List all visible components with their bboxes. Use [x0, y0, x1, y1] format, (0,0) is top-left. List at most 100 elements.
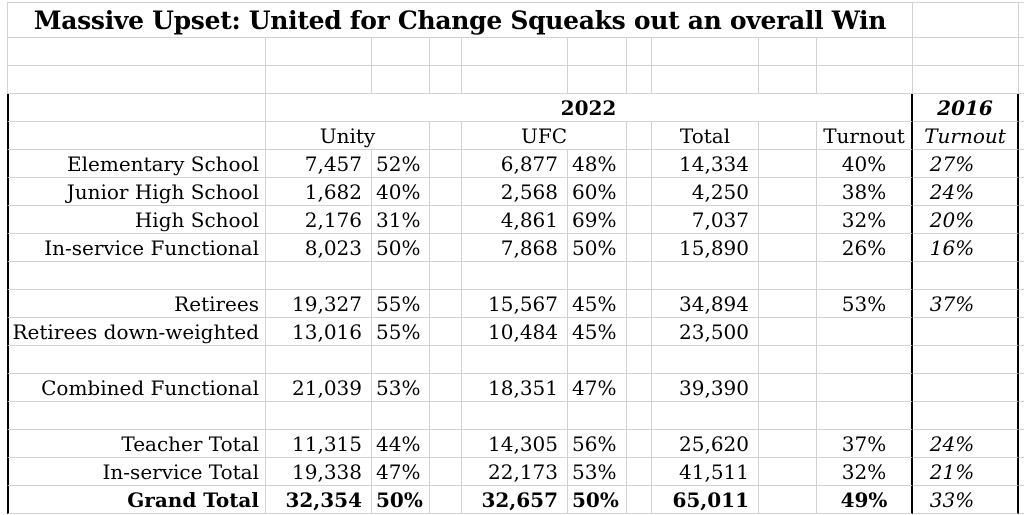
cell-unity-percent[interactable]: 55% — [372, 290, 430, 318]
cell-row-label[interactable] — [7, 402, 266, 430]
cell-unity-count[interactable]: 8,023 — [266, 234, 372, 262]
cell-ufc-count[interactable]: 6,877 — [462, 150, 568, 178]
cell-turnout[interactable] — [817, 402, 913, 430]
cell-spacer[interactable] — [759, 318, 817, 346]
cell-spacer[interactable] — [759, 486, 817, 514]
cell-turnout[interactable]: 37% — [817, 430, 913, 458]
cell-empty[interactable] — [627, 66, 652, 94]
cell-unity-count[interactable]: 2,176 — [266, 206, 372, 234]
cell-turnout-2016[interactable] — [913, 318, 1019, 346]
cell-ufc-count[interactable]: 18,351 — [462, 374, 568, 402]
cell-unity-count[interactable] — [266, 346, 372, 374]
cell-turnout-2016[interactable]: 24% — [913, 430, 1019, 458]
cell-unity-percent[interactable]: 55% — [372, 318, 430, 346]
cell-unity-count[interactable] — [266, 402, 372, 430]
cell-spacer[interactable] — [627, 402, 652, 430]
cell-spacer[interactable] — [759, 430, 817, 458]
cell-ufc-percent[interactable] — [568, 262, 627, 290]
cell-empty[interactable] — [430, 66, 462, 94]
cell-row-label[interactable]: Combined Functional — [7, 374, 266, 402]
cell-turnout-2016[interactable] — [913, 346, 1019, 374]
cell-spacer[interactable] — [627, 150, 652, 178]
header-total[interactable]: Total — [652, 122, 759, 150]
cell-turnout-2016[interactable]: 27% — [913, 150, 1019, 178]
cell-empty[interactable] — [652, 38, 759, 66]
cell-ufc-percent[interactable]: 60% — [568, 178, 627, 206]
cell-ufc-count[interactable] — [462, 402, 568, 430]
cell-spacer[interactable] — [627, 234, 652, 262]
cell-ufc-percent[interactable] — [568, 402, 627, 430]
cell-ufc-percent[interactable] — [568, 346, 627, 374]
cell-total[interactable]: 14,334 — [652, 150, 759, 178]
cell-spacer[interactable] — [627, 374, 652, 402]
cell-unity-count[interactable]: 11,315 — [266, 430, 372, 458]
cell-unity-percent[interactable]: 50% — [372, 486, 430, 514]
cell-empty[interactable] — [627, 38, 652, 66]
cell-total[interactable]: 65,011 — [652, 486, 759, 514]
cell-row-label[interactable]: In-service Total — [7, 458, 266, 486]
cell-total[interactable]: 41,511 — [652, 458, 759, 486]
cell-spacer[interactable] — [759, 374, 817, 402]
cell-row-label[interactable] — [7, 346, 266, 374]
cell-row-label[interactable]: Grand Total — [7, 486, 266, 514]
cell-spacer[interactable] — [627, 430, 652, 458]
cell-spacer[interactable] — [430, 206, 462, 234]
cell-unity-count[interactable] — [266, 262, 372, 290]
cell-ufc-count[interactable]: 2,568 — [462, 178, 568, 206]
cell-ufc-count[interactable]: 32,657 — [462, 486, 568, 514]
cell-ufc-percent[interactable]: 47% — [568, 374, 627, 402]
cell-row-label[interactable] — [7, 262, 266, 290]
cell-unity-count[interactable]: 13,016 — [266, 318, 372, 346]
cell-spacer[interactable] — [759, 458, 817, 486]
cell-unity-percent[interactable]: 40% — [372, 178, 430, 206]
cell-empty[interactable] — [913, 66, 1019, 94]
cell-empty[interactable] — [462, 66, 568, 94]
cell-spacer[interactable] — [627, 290, 652, 318]
cell-spacer[interactable] — [627, 346, 652, 374]
cell-ufc-percent[interactable]: 48% — [568, 150, 627, 178]
cell-row-label[interactable]: Junior High School — [7, 178, 266, 206]
cell-total[interactable]: 4,250 — [652, 178, 759, 206]
title-cell[interactable]: Massive Upset: United for Change Squeaks… — [7, 3, 913, 38]
cell-unity-count[interactable]: 21,039 — [266, 374, 372, 402]
cell-spacer[interactable] — [627, 458, 652, 486]
header-ufc[interactable]: UFC — [462, 122, 627, 150]
cell-spacer[interactable] — [627, 178, 652, 206]
cell-spacer[interactable] — [627, 122, 652, 150]
cell-empty[interactable] — [652, 66, 759, 94]
cell-total[interactable]: 25,620 — [652, 430, 759, 458]
cell-unity-count[interactable]: 1,682 — [266, 178, 372, 206]
cell-total[interactable]: 7,037 — [652, 206, 759, 234]
cell-row-label[interactable]: High School — [7, 206, 266, 234]
cell-spacer[interactable] — [759, 290, 817, 318]
cell-spacer[interactable] — [759, 122, 817, 150]
cell-empty[interactable] — [759, 38, 817, 66]
cell-unity-percent[interactable]: 47% — [372, 458, 430, 486]
cell-turnout[interactable] — [817, 346, 913, 374]
cell-turnout[interactable]: 40% — [817, 150, 913, 178]
cell-unity-percent[interactable] — [372, 262, 430, 290]
cell-empty[interactable] — [462, 38, 568, 66]
cell-spacer[interactable] — [759, 402, 817, 430]
cell-empty[interactable] — [568, 66, 627, 94]
cell-total[interactable]: 34,894 — [652, 290, 759, 318]
cell-turnout-2016[interactable] — [913, 402, 1019, 430]
cell-empty[interactable] — [372, 66, 430, 94]
cell-spacer[interactable] — [430, 290, 462, 318]
cell-ufc-percent[interactable]: 45% — [568, 290, 627, 318]
cell-unity-count[interactable]: 19,338 — [266, 458, 372, 486]
cell-spacer[interactable] — [430, 122, 462, 150]
cell-ufc-count[interactable]: 14,305 — [462, 430, 568, 458]
cell-total[interactable]: 23,500 — [652, 318, 759, 346]
cell-empty[interactable] — [913, 3, 1019, 38]
cell-empty[interactable] — [817, 66, 913, 94]
cell-spacer[interactable] — [759, 178, 817, 206]
cell-ufc-percent[interactable]: 45% — [568, 318, 627, 346]
cell-unity-percent[interactable]: 52% — [372, 150, 430, 178]
cell-spacer[interactable] — [430, 262, 462, 290]
cell-row-label[interactable]: Retirees — [7, 290, 266, 318]
cell-empty[interactable] — [568, 38, 627, 66]
cell-turnout-2016[interactable] — [913, 374, 1019, 402]
cell-ufc-percent[interactable]: 56% — [568, 430, 627, 458]
cell-spacer[interactable] — [430, 402, 462, 430]
